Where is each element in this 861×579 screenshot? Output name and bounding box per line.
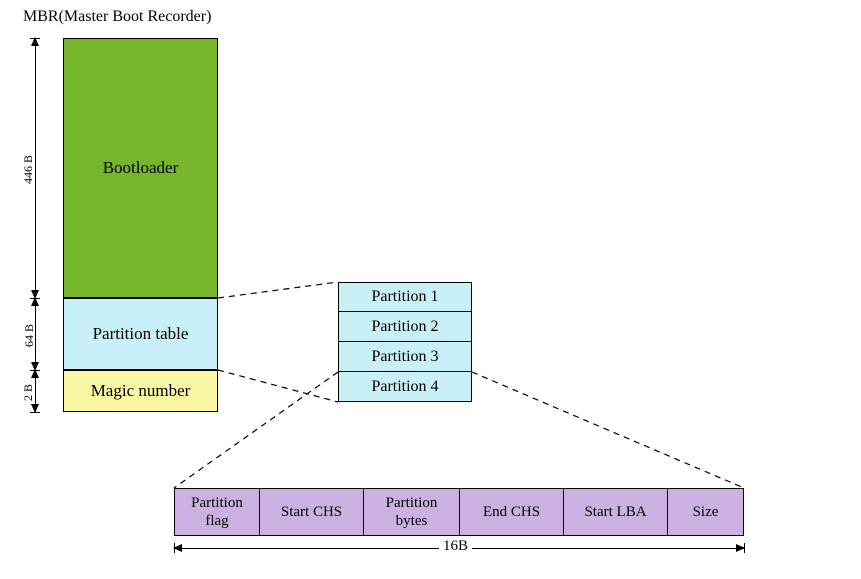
partition-row-label: Partition 2 xyxy=(371,318,438,336)
entry-cell-label: Partition bytes xyxy=(386,494,438,530)
dim-label-magic-number: 2 B xyxy=(21,384,36,401)
partition-row-label: Partition 1 xyxy=(371,288,438,306)
dim-tick xyxy=(30,298,40,299)
entry-cell-label: Start CHS xyxy=(281,503,342,521)
dim-tick xyxy=(30,38,40,39)
dim-tick xyxy=(174,543,175,553)
entry-cell-size: Size xyxy=(668,488,744,536)
diagram-title: MBR(Master Boot Recorder) xyxy=(23,8,211,26)
partition-row-label: Partition 3 xyxy=(371,348,438,366)
block-magic-number: Magic number xyxy=(63,370,218,412)
block-magic-number-label: Magic number xyxy=(91,381,191,401)
dim-tick xyxy=(30,370,40,371)
entry-cell-partition-bytes: Partition bytes xyxy=(364,488,460,536)
block-partition-table-label: Partition table xyxy=(93,324,189,344)
entry-cell-label: End CHS xyxy=(483,503,540,521)
partition-row-label: Partition 4 xyxy=(371,378,438,396)
entry-row: Partition flag Start CHS Partition bytes… xyxy=(174,488,744,536)
dim-label-bootloader: 446 B xyxy=(21,155,36,184)
entry-cell-flag: Partition flag xyxy=(174,488,260,536)
dim-tick xyxy=(744,543,745,553)
block-bootloader: Bootloader xyxy=(63,38,218,298)
dim-tick xyxy=(30,412,40,413)
partition-row: Partition 4 xyxy=(338,372,472,402)
dim-label-partition-table: 64 B xyxy=(22,324,37,347)
entry-cell-start-lba: Start LBA xyxy=(564,488,668,536)
entry-cell-label: Size xyxy=(693,503,719,521)
partition-row: Partition 3 xyxy=(338,342,472,372)
partition-list: Partition 1 Partition 2 Partition 3 Part… xyxy=(338,282,472,402)
entry-cell-label: Partition flag xyxy=(191,494,243,530)
dim-label-entry: 16B xyxy=(439,538,472,555)
partition-row: Partition 1 xyxy=(338,282,472,312)
entry-cell-label: Start LBA xyxy=(584,503,646,521)
entry-cell-end-chs: End CHS xyxy=(460,488,564,536)
block-partition-table: Partition table xyxy=(63,298,218,370)
block-bootloader-label: Bootloader xyxy=(103,158,179,178)
partition-row: Partition 2 xyxy=(338,312,472,342)
entry-cell-start-chs: Start CHS xyxy=(260,488,364,536)
